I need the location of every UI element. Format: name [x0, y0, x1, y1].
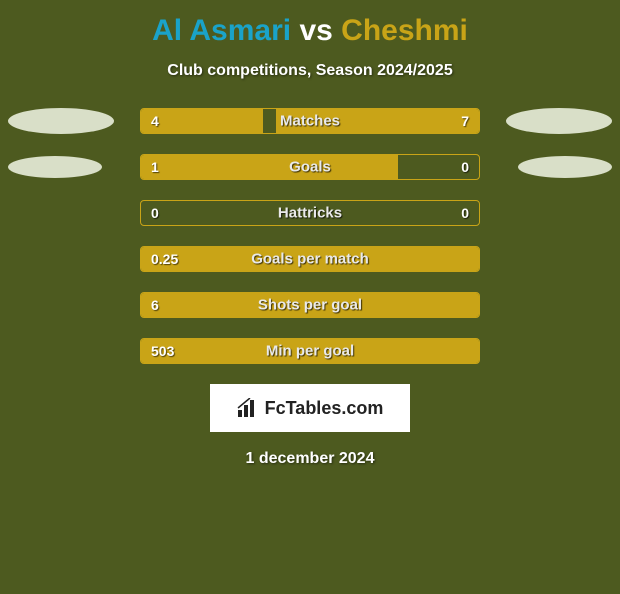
metric-label: Shots per goal [258, 297, 362, 314]
player1-value: 4 [151, 113, 159, 129]
badge-text: FcTables.com [265, 398, 384, 419]
metric-label: Goals per match [251, 251, 369, 268]
stat-row: 1 0 Goals [0, 154, 620, 180]
vs-text: vs [299, 14, 332, 47]
player1-value: 1 [151, 159, 159, 175]
stat-track: 1 0 Goals [140, 154, 480, 180]
stat-row: 6 Shots per goal [0, 292, 620, 318]
player1-value: 503 [151, 343, 174, 359]
player2-ellipse [506, 108, 612, 134]
subtitle: Club competitions, Season 2024/2025 [0, 62, 620, 80]
fctables-badge[interactable]: FcTables.com [210, 384, 410, 432]
stat-track: 0 0 Hattricks [140, 200, 480, 226]
bar-chart-icon [237, 398, 259, 418]
player1-fill [141, 155, 398, 179]
player1-ellipse [8, 108, 114, 134]
player1-value: 6 [151, 297, 159, 313]
stat-row: 0.25 Goals per match [0, 246, 620, 272]
stat-track: 0.25 Goals per match [140, 246, 480, 272]
date-text: 1 december 2024 [0, 450, 620, 468]
stat-row: 0 0 Hattricks [0, 200, 620, 226]
metric-label: Matches [280, 113, 340, 130]
stat-track: 6 Shots per goal [140, 292, 480, 318]
stat-rows: 4 7 Matches 1 0 Goals 0 0 Hattricks 0.25 Goals per… [0, 108, 620, 364]
player1-value: 0.25 [151, 251, 178, 267]
metric-label: Goals [289, 159, 331, 176]
stat-row: 4 7 Matches [0, 108, 620, 134]
stat-track: 4 7 Matches [140, 108, 480, 134]
metric-label: Hattricks [278, 205, 342, 222]
player2-value: 0 [461, 159, 469, 175]
player1-value: 0 [151, 205, 159, 221]
player1-name: Al Asmari [152, 14, 291, 47]
player2-value: 7 [461, 113, 469, 129]
player2-value: 0 [461, 205, 469, 221]
stat-row: 503 Min per goal [0, 338, 620, 364]
player1-ellipse [8, 156, 102, 178]
stat-track: 503 Min per goal [140, 338, 480, 364]
metric-label: Min per goal [266, 343, 354, 360]
player2-name: Cheshmi [341, 14, 468, 47]
player1-fill [141, 109, 263, 133]
player2-ellipse [518, 156, 612, 178]
page-title: Al Asmari vs Cheshmi [0, 14, 620, 48]
